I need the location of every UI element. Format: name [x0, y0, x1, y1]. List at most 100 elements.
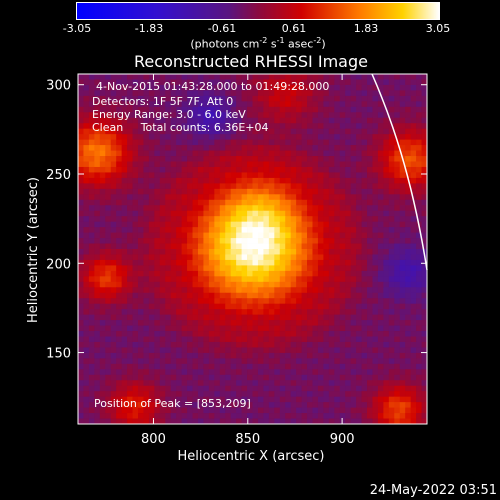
heatmap-cell: [225, 292, 232, 299]
heatmap-cell: [345, 112, 352, 119]
heatmap-cell: [416, 314, 422, 321]
heatmap-cell: [105, 402, 112, 408]
heatmap-cell: [334, 259, 341, 266]
heatmap-cell: [154, 123, 161, 130]
heatmap-cell: [377, 194, 384, 201]
heatmap-cell: [317, 188, 324, 195]
heatmap-cell: [257, 117, 264, 124]
heatmap-cell: [116, 292, 123, 299]
heatmap-cell: [127, 145, 133, 151]
heatmap-cell: [197, 145, 204, 151]
heatmap-cell: [285, 407, 292, 414]
heatmap-cell: [154, 227, 161, 233]
heatmap-cell: [94, 331, 101, 337]
heatmap-cell: [345, 123, 352, 130]
heatmap-cell: [252, 385, 259, 392]
heatmap-cell: [383, 303, 390, 310]
heatmap-cell: [214, 254, 221, 261]
heatmap-cell: [367, 259, 373, 266]
heatmap-cell: [377, 249, 384, 255]
heatmap-cell: [154, 84, 161, 91]
heatmap-cell: [377, 199, 384, 206]
heatmap-cell: [132, 336, 139, 343]
heatmap-cell: [372, 270, 379, 277]
heatmap-cell: [110, 309, 117, 316]
heatmap-cell: [323, 369, 330, 376]
heatmap-cell: [372, 396, 379, 403]
heatmap-cell: [274, 287, 281, 294]
heatmap-cell: [367, 199, 373, 206]
heatmap-cell: [127, 270, 133, 277]
heatmap-cell: [350, 156, 357, 162]
heatmap-cell: [263, 287, 270, 294]
heatmap-cell: [83, 112, 90, 119]
heatmap-cell: [323, 309, 330, 316]
heatmap-cell: [257, 243, 264, 250]
heatmap-cell: [143, 276, 150, 283]
heatmap-cell: [257, 352, 264, 359]
heatmap-cell: [176, 292, 183, 299]
heatmap-cell: [225, 281, 232, 288]
heatmap-cell: [143, 407, 150, 414]
heatmap-cell: [127, 347, 133, 354]
heatmap-cell: [323, 128, 330, 135]
heatmap-cell: [257, 150, 264, 157]
heatmap-cell: [99, 90, 106, 97]
heatmap-cell: [410, 298, 417, 305]
heatmap-cell: [159, 243, 166, 250]
heatmap-cell: [143, 374, 150, 381]
heatmap-cell: [83, 265, 90, 272]
heatmap-cell: [225, 221, 232, 228]
heatmap-cell: [285, 156, 292, 162]
heatmap-cell: [323, 139, 330, 146]
heatmap-cell: [367, 413, 373, 419]
heatmap-cell: [334, 402, 341, 408]
heatmap-cell: [143, 331, 150, 337]
heatmap-cell: [405, 254, 412, 261]
heatmap-cell: [203, 336, 210, 343]
heatmap-cell: [192, 106, 199, 113]
heatmap-cell: [214, 331, 221, 337]
heatmap-cell: [323, 363, 330, 370]
heatmap-cell: [219, 227, 226, 233]
heatmap-cell: [394, 336, 401, 343]
heatmap-cell: [323, 336, 330, 343]
heatmap-cell: [137, 254, 144, 261]
heatmap-cell: [99, 331, 106, 337]
heatmap-cell: [197, 363, 204, 370]
heatmap-cell: [78, 216, 84, 223]
heatmap-cell: [197, 331, 204, 337]
heatmap-cell: [230, 106, 237, 113]
heatmap-cell: [197, 396, 204, 403]
heatmap-cell: [421, 84, 428, 91]
heatmap-cell: [312, 221, 319, 228]
heatmap-cell: [127, 413, 133, 419]
heatmap-cell: [121, 172, 128, 179]
heatmap-cell: [236, 210, 242, 217]
heatmap-cell: [405, 117, 412, 124]
heatmap-cell: [121, 216, 128, 223]
heatmap-cell: [328, 128, 335, 135]
heatmap-cell: [307, 150, 313, 157]
heatmap-cell: [99, 156, 106, 162]
heatmap-cell: [268, 270, 275, 277]
heatmap-cell: [105, 134, 112, 141]
heatmap-cell: [143, 336, 150, 343]
heatmap-cell: [317, 369, 324, 376]
heatmap-cell: [110, 418, 117, 425]
heatmap-cell: [165, 194, 172, 201]
heatmap-cell: [334, 243, 341, 250]
heatmap-cell: [296, 358, 302, 365]
heatmap-cell: [339, 259, 346, 266]
heatmap-cell: [388, 210, 395, 217]
heatmap-cell: [285, 227, 292, 233]
heatmap-cell: [241, 243, 248, 250]
heatmap-cell: [317, 413, 324, 419]
heatmap-cell: [399, 79, 406, 86]
heatmap-cell: [405, 325, 412, 332]
heatmap-cell: [317, 216, 324, 223]
heatmap-cell: [296, 90, 302, 97]
heatmap-cell: [361, 166, 368, 173]
heatmap-cell: [383, 210, 390, 217]
heatmap-cell: [361, 254, 368, 261]
